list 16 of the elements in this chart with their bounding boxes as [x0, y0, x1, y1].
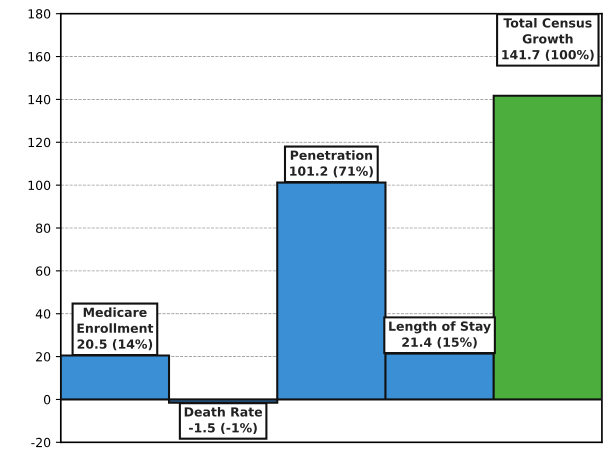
y-tick-label: 140 [28, 94, 50, 104]
y-tick-label: 120 [28, 138, 50, 148]
data-label: Medicare Enrollment 20.5 (14%) [77, 307, 154, 350]
y-tick-label: 0 [44, 394, 50, 404]
data-label: Death Rate -1.5 (-1%) [184, 406, 262, 434]
data-label: Total Census Growth 141.7 (100%) [502, 18, 594, 61]
data-label: Length of Stay 21.4 (15%) [389, 321, 491, 348]
y-tick-label: 180 [28, 9, 50, 19]
y-tick-label: 20 [36, 352, 50, 362]
y-tick-label: -20 [31, 438, 50, 448]
y-tick-label: 100 [28, 180, 50, 190]
data-label: Penetration 101.2 (71%) [290, 150, 373, 178]
y-tick-label: 40 [36, 309, 50, 319]
y-tick-label: 160 [28, 52, 50, 62]
y-tick-label: 80 [36, 223, 50, 233]
y-tick-label: 60 [36, 266, 50, 276]
